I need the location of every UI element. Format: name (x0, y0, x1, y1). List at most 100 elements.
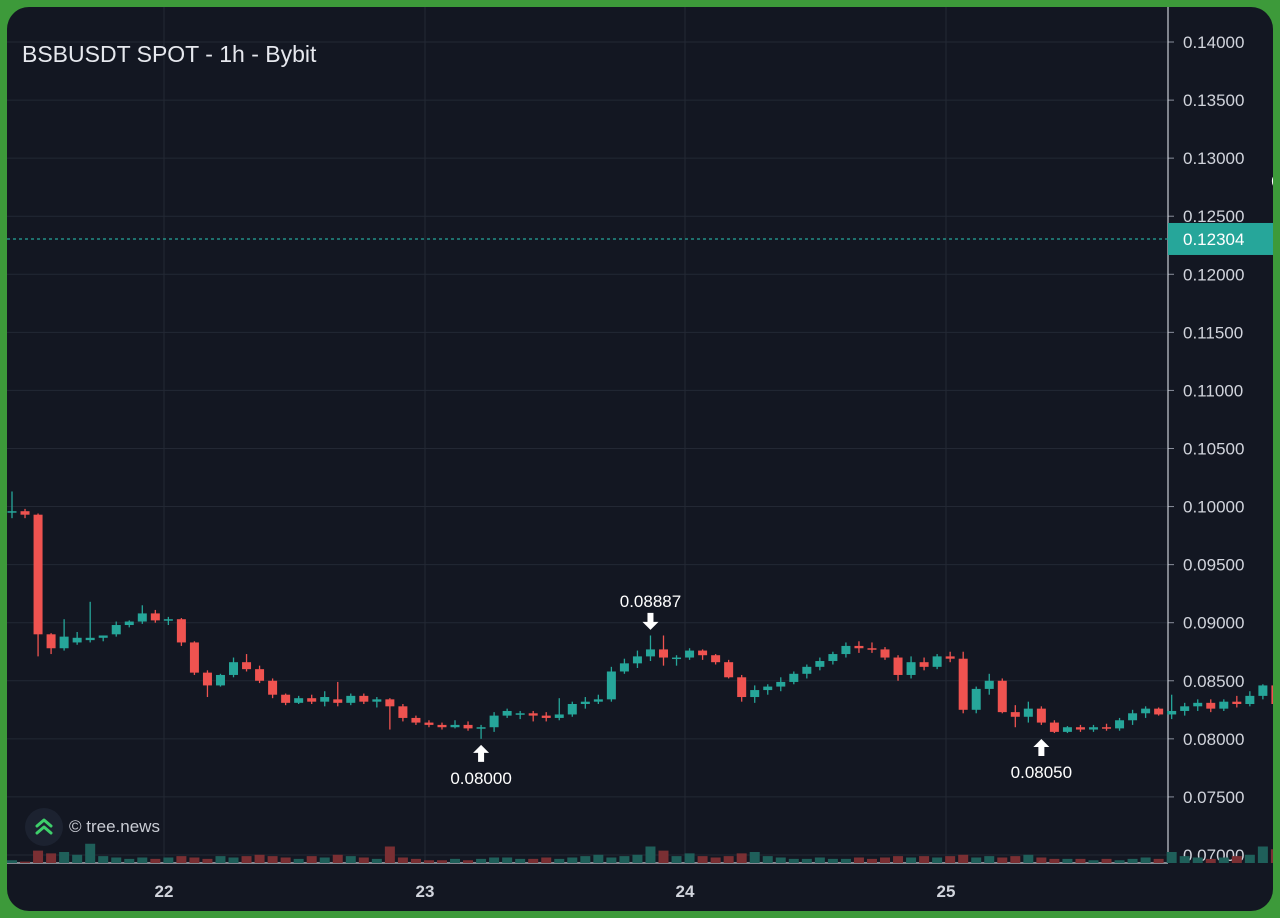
candle-body[interactable] (802, 666, 812, 674)
candle-body[interactable] (1271, 685, 1273, 704)
candle-body[interactable] (893, 657, 903, 675)
candle-body[interactable] (567, 703, 577, 715)
candle-body[interactable] (1062, 727, 1072, 732)
candle-body[interactable] (880, 649, 890, 658)
candle-body[interactable] (659, 649, 668, 658)
candle-body[interactable] (541, 715, 551, 718)
candle-body[interactable] (841, 645, 851, 655)
candle-body[interactable] (789, 673, 799, 682)
candle-body[interactable] (932, 656, 942, 667)
candle-body[interactable] (685, 650, 695, 658)
candle-body[interactable] (619, 663, 629, 672)
candle-body[interactable] (463, 724, 473, 729)
candle-body[interactable] (711, 655, 721, 663)
candle-body[interactable] (229, 662, 239, 675)
candle-body[interactable] (528, 713, 538, 716)
candle-body[interactable] (1036, 708, 1046, 723)
candle-body[interactable] (424, 722, 434, 725)
candle-body[interactable] (919, 662, 929, 667)
candle-body[interactable] (72, 637, 82, 643)
candle-body[interactable] (1023, 708, 1033, 717)
candle-body[interactable] (489, 715, 499, 728)
candle-body[interactable] (1010, 712, 1020, 717)
candle-body[interactable] (1232, 701, 1242, 704)
candle-body[interactable] (320, 697, 330, 702)
candle-body[interactable] (1180, 706, 1190, 711)
candle-body[interactable] (1206, 702, 1216, 709)
candle-body[interactable] (1128, 713, 1138, 721)
candle-body[interactable] (1115, 720, 1125, 729)
candle-body[interactable] (124, 621, 134, 626)
volume-bar (267, 856, 278, 863)
candle-body[interactable] (98, 635, 108, 638)
candle-body[interactable] (437, 724, 447, 728)
candle-body[interactable] (476, 727, 486, 729)
candle-body[interactable] (580, 701, 590, 704)
candle-body[interactable] (333, 699, 343, 703)
candle-body[interactable] (398, 706, 408, 718)
candle-body[interactable] (1075, 727, 1085, 730)
candle-body[interactable] (7, 511, 17, 513)
candle-body[interactable] (750, 690, 760, 698)
candle-body[interactable] (672, 657, 682, 660)
candle-body[interactable] (724, 662, 734, 678)
candle-body[interactable] (554, 714, 564, 718)
candle-body[interactable] (828, 654, 838, 662)
candle-body[interactable] (854, 645, 864, 649)
candle-body[interactable] (1258, 685, 1268, 696)
candle-body[interactable] (763, 686, 773, 691)
candle-body[interactable] (346, 695, 356, 703)
candle-body[interactable] (20, 511, 30, 515)
candle-body[interactable] (281, 694, 291, 703)
candle-body[interactable] (176, 619, 186, 643)
candle-body[interactable] (1141, 708, 1151, 714)
candle-body[interactable] (268, 680, 278, 695)
candle-body[interactable] (632, 656, 642, 664)
candle-body[interactable] (411, 717, 421, 723)
candle-body[interactable] (606, 671, 616, 700)
candle-body[interactable] (1167, 710, 1177, 715)
candle-body[interactable] (242, 662, 252, 670)
candle-body[interactable] (46, 634, 56, 649)
candle-body[interactable] (1193, 702, 1203, 707)
candle-body[interactable] (1102, 727, 1112, 729)
candle-body[interactable] (359, 695, 369, 702)
candle-body[interactable] (593, 699, 603, 702)
candle-body[interactable] (202, 672, 212, 686)
candle-body[interactable] (502, 710, 512, 716)
candle-body[interactable] (971, 688, 981, 710)
candle-body[interactable] (1088, 727, 1098, 730)
candle-body[interactable] (958, 658, 968, 710)
candle-body[interactable] (163, 619, 173, 621)
candle-body[interactable] (111, 625, 121, 635)
candle-body[interactable] (385, 699, 395, 707)
candle-body[interactable] (189, 642, 199, 673)
candle-body[interactable] (1154, 708, 1164, 715)
candle-body[interactable] (776, 681, 786, 687)
candle-body[interactable] (698, 650, 708, 656)
candle-body[interactable] (450, 724, 460, 728)
candle-body[interactable] (645, 649, 655, 657)
candle-body[interactable] (85, 637, 95, 641)
candle-body[interactable] (255, 669, 265, 681)
candle-body[interactable] (515, 713, 525, 715)
candlestick-chart[interactable]: 0.14000 0.13500 0.13000 0.12500 0.12000 0.115… (7, 7, 1273, 911)
candle-body[interactable] (150, 613, 160, 621)
candle-body[interactable] (215, 674, 225, 686)
candle-body[interactable] (294, 698, 304, 703)
candle-body[interactable] (1219, 701, 1229, 709)
candle-body[interactable] (1049, 722, 1059, 732)
candle-body[interactable] (59, 636, 69, 649)
candle-body[interactable] (372, 699, 382, 702)
candle-body[interactable] (815, 661, 825, 667)
candle-body[interactable] (984, 680, 994, 689)
candle-body[interactable] (867, 648, 877, 650)
candle-body[interactable] (945, 656, 955, 659)
candle-body[interactable] (307, 698, 317, 702)
candle-body[interactable] (1245, 695, 1255, 704)
candle-body[interactable] (737, 677, 747, 698)
candle-body[interactable] (997, 680, 1007, 713)
candle-body[interactable] (33, 514, 43, 635)
candle-body[interactable] (137, 613, 147, 622)
candle-body[interactable] (906, 662, 916, 675)
